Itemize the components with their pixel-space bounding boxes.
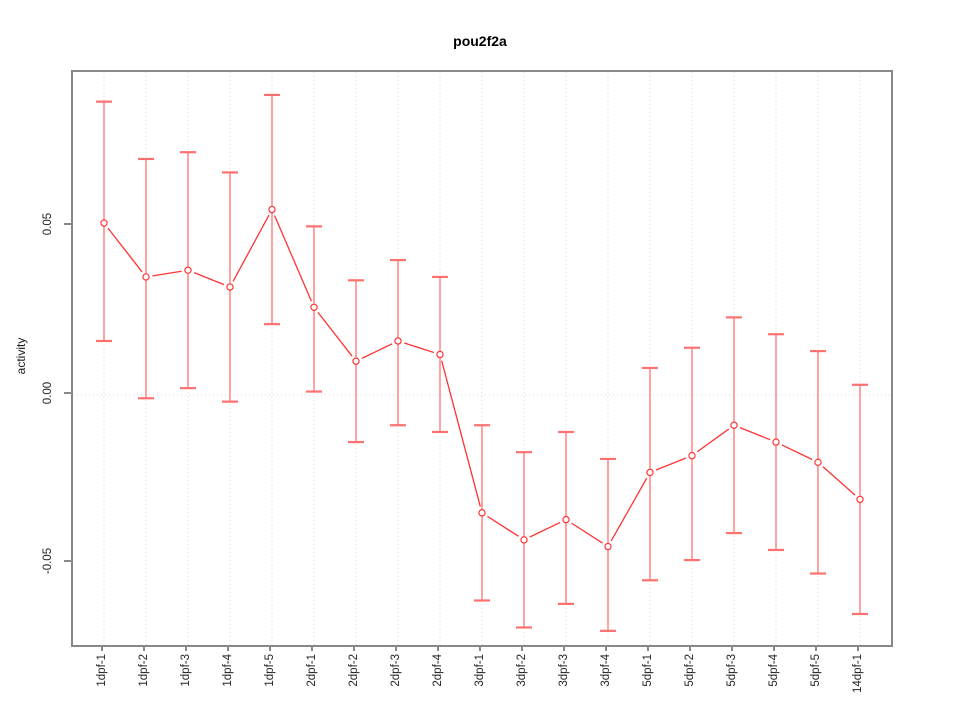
series-segment	[739, 427, 771, 441]
x-tick-label: 2dpf-3	[389, 654, 402, 687]
x-tick-label: 2dpf-4	[431, 654, 444, 687]
series-segment	[822, 466, 856, 496]
x-tick-mark	[857, 645, 859, 651]
series-segment	[361, 343, 393, 359]
data-point	[646, 468, 654, 477]
x-tick-mark	[731, 645, 733, 651]
y-tick-mark	[64, 560, 71, 563]
series-segment	[610, 477, 648, 542]
x-tick-label: 1dpf-5	[263, 654, 276, 687]
data-point	[226, 283, 234, 291]
x-tick-label: 5dpf-5	[809, 654, 822, 687]
series-segment	[107, 227, 143, 273]
x-tick-mark	[395, 645, 397, 651]
y-axis-label: activity	[14, 337, 28, 375]
data-point	[142, 273, 150, 281]
data-point	[772, 438, 780, 446]
x-tick-label: 14dpf-1	[851, 654, 864, 694]
series-segment	[273, 215, 313, 302]
x-tick-label: 5dpf-1	[641, 654, 654, 687]
data-point	[520, 536, 528, 544]
data-point	[268, 205, 276, 214]
y-tick-mark	[64, 391, 71, 394]
series-segment	[403, 342, 435, 354]
x-tick-mark	[521, 645, 523, 651]
x-tick-label: 1dpf-4	[221, 654, 234, 687]
series-segment	[571, 522, 603, 544]
chart-title: pou2f2a	[453, 33, 507, 49]
x-tick-mark	[605, 645, 607, 651]
series-segment	[193, 272, 225, 286]
data-point	[604, 542, 612, 551]
y-tick-label: 0.05	[42, 213, 54, 236]
x-tick-label: 2dpf-1	[305, 654, 318, 687]
x-tick-label: 3dpf-2	[515, 654, 528, 687]
data-point	[562, 515, 570, 524]
x-tick-label: 1dpf-3	[179, 654, 192, 687]
x-tick-mark	[563, 645, 565, 651]
series-segment	[317, 311, 353, 357]
data-point	[814, 458, 822, 467]
y-tick-label: -0.05	[42, 548, 54, 575]
data-point	[856, 495, 864, 504]
series-segment	[441, 360, 481, 507]
x-tick-mark	[101, 645, 103, 651]
series-segment	[696, 428, 730, 453]
x-tick-mark	[437, 645, 439, 651]
x-tick-mark	[227, 645, 229, 651]
x-tick-label: 5dpf-2	[683, 654, 696, 687]
x-tick-mark	[353, 645, 355, 651]
x-tick-label: 3dpf-4	[599, 654, 612, 687]
x-tick-label: 5dpf-4	[767, 654, 780, 687]
series-segment	[232, 214, 270, 282]
chart-canvas	[73, 72, 891, 645]
data-point	[436, 350, 444, 359]
series-segment	[781, 444, 813, 461]
x-tick-mark	[815, 645, 817, 651]
series-segment	[529, 521, 561, 538]
data-point	[478, 509, 486, 517]
x-tick-mark	[143, 645, 145, 651]
x-tick-mark	[185, 645, 187, 651]
x-tick-label: 5dpf-3	[725, 654, 738, 687]
data-point	[688, 451, 696, 460]
plot-area	[71, 70, 893, 647]
series-segment	[152, 270, 182, 277]
x-tick-mark	[269, 645, 271, 651]
x-tick-mark	[311, 645, 313, 651]
y-tick-mark	[64, 223, 71, 226]
x-tick-mark	[479, 645, 481, 651]
data-point	[184, 266, 192, 274]
x-tick-mark	[647, 645, 649, 651]
data-point	[394, 337, 402, 345]
x-tick-label: 3dpf-3	[557, 654, 570, 687]
series-segment	[487, 515, 519, 537]
x-tick-label: 2dpf-2	[347, 654, 360, 687]
x-tick-label: 3dpf-1	[473, 654, 486, 687]
data-point	[310, 303, 318, 311]
x-tick-mark	[689, 645, 691, 651]
series-segment	[655, 457, 687, 471]
data-point	[352, 357, 360, 365]
x-tick-label: 1dpf-1	[95, 654, 108, 687]
y-tick-label: 0.00	[42, 381, 54, 405]
data-point	[100, 219, 108, 227]
x-tick-label: 1dpf-2	[137, 654, 150, 687]
data-point	[730, 421, 738, 429]
x-tick-mark	[773, 645, 775, 651]
